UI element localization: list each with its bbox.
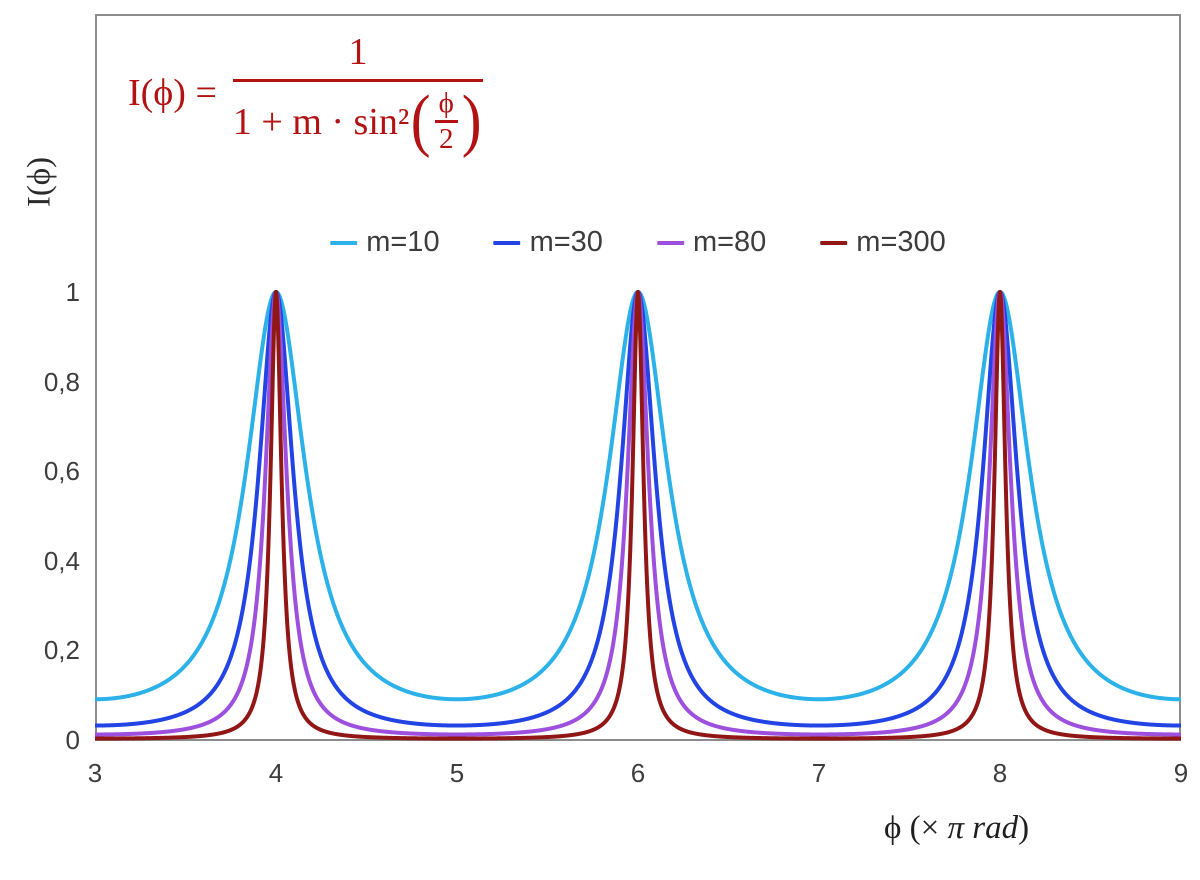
legend-label: m=30 [529, 226, 603, 258]
open-paren: ( [411, 82, 431, 160]
close-paren: ) [461, 82, 482, 160]
legend-label: m=10 [366, 226, 440, 258]
formula-fraction: 1 1 + m · sin² ( ϕ 2 ) [232, 30, 484, 156]
legend: m=10 m=30 m=80 m=300 [330, 226, 946, 259]
y-tick-label: 0 [65, 725, 80, 755]
denominator-text: 1 + m · sin² [232, 100, 410, 143]
inner-numerator: ϕ [438, 87, 454, 119]
y-tick-label: 0,2 [43, 635, 80, 665]
legend-item-m300: m=300 [820, 226, 946, 259]
legend-item-m10: m=10 [330, 226, 440, 259]
legend-label: m=80 [692, 226, 767, 258]
legend-line-swatch [493, 240, 521, 245]
x-axis-title: ϕ (× π rad) [884, 810, 1029, 847]
legend-line-swatch [656, 240, 684, 245]
y-tick-label: 0,4 [43, 546, 80, 576]
formula-denominator: 1 + m · sin² ( ϕ 2 ) [233, 82, 483, 156]
inner-fraction: ϕ 2 [434, 87, 458, 156]
fraction-bar [232, 79, 484, 82]
legend-line-swatch [330, 240, 358, 245]
y-axis-title: I(ϕ) [21, 156, 58, 208]
y-tick-label: 0,8 [43, 367, 80, 397]
formula-numerator: 1 [348, 31, 368, 73]
x-tick-label: 5 [449, 758, 465, 788]
y-tick-label: 1 [65, 277, 80, 307]
legend-item-m30: m=30 [493, 226, 603, 259]
x-tick-label: 8 [992, 758, 1008, 788]
legend-line-swatch [820, 240, 848, 245]
inner-fraction-bar [434, 120, 458, 123]
x-axis-title-suffix: ) [1018, 810, 1030, 846]
x-tick-label: 9 [1173, 758, 1189, 788]
y-tick-label: 0,6 [43, 456, 80, 486]
x-tick-label: 6 [630, 758, 646, 788]
x-tick-label: 4 [268, 758, 284, 788]
inner-denominator: 2 [438, 122, 454, 155]
plot-area-frame [95, 14, 1181, 741]
legend-label: m=300 [856, 226, 946, 258]
formula-annotation: I(ϕ) = 1 1 + m · sin² ( ϕ 2 ) [128, 30, 484, 156]
plot-curves [95, 290, 1181, 741]
legend-item-m80: m=80 [656, 226, 767, 259]
x-axis-title-italic: π rad [947, 810, 1019, 846]
formula-lhs: I(ϕ) = [128, 72, 217, 115]
x-tick-label: 7 [811, 758, 827, 788]
x-axis-title-prefix: ϕ (× [884, 810, 948, 846]
x-tick-label: 3 [87, 758, 103, 788]
